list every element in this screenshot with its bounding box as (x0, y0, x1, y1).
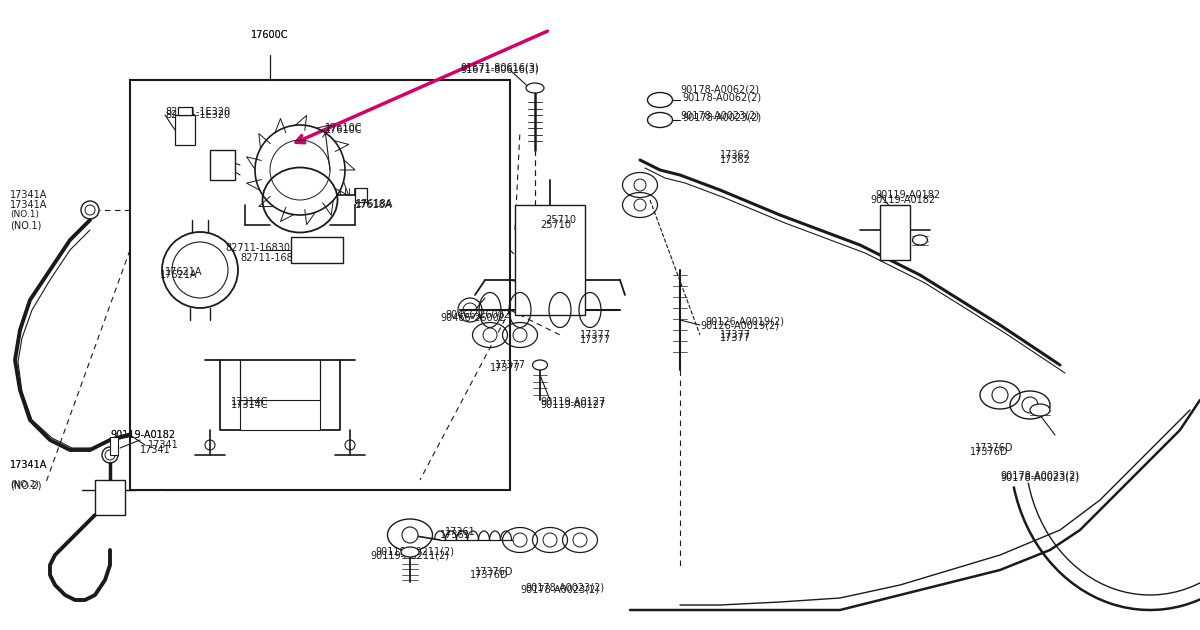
Bar (880, 205, 910, 260)
Text: 90119-A0127: 90119-A0127 (540, 400, 605, 410)
Text: 90466-26002: 90466-26002 (445, 310, 510, 320)
Text: 17314C: 17314C (232, 400, 269, 410)
Text: 90119-A0182: 90119-A0182 (110, 430, 175, 440)
Text: 90178-A0023(2): 90178-A0023(2) (526, 583, 604, 593)
Text: 17314C: 17314C (232, 397, 269, 407)
Ellipse shape (526, 83, 544, 93)
Circle shape (482, 328, 497, 342)
Circle shape (634, 199, 646, 211)
Text: 17600C: 17600C (251, 30, 289, 40)
Text: 90126-A0019(2): 90126-A0019(2) (706, 317, 784, 327)
Bar (175, 115, 194, 145)
Text: 17341: 17341 (140, 445, 170, 455)
Text: MARK: MARK (302, 246, 332, 255)
Circle shape (1022, 397, 1038, 413)
Text: (NO.2): (NO.2) (10, 481, 38, 490)
Text: 90119-A0211(2): 90119-A0211(2) (374, 547, 454, 557)
Ellipse shape (912, 235, 928, 245)
Text: 17376D: 17376D (470, 570, 509, 580)
Text: 82711-16830: 82711-16830 (240, 253, 305, 263)
Text: 90119-A0182: 90119-A0182 (110, 430, 175, 440)
Text: 17376D: 17376D (974, 443, 1014, 453)
Bar (515, 205, 586, 315)
Text: 17618A: 17618A (356, 199, 394, 209)
Text: 17341A: 17341A (10, 460, 47, 470)
Bar (95, 480, 125, 515)
FancyBboxPatch shape (292, 237, 343, 263)
Ellipse shape (401, 547, 419, 557)
Text: 25710: 25710 (540, 220, 571, 230)
Ellipse shape (1030, 404, 1050, 416)
Text: 90178-A0062(2): 90178-A0062(2) (680, 85, 760, 95)
Text: 17361: 17361 (440, 530, 470, 540)
Text: 17377: 17377 (580, 330, 611, 340)
Text: 25710: 25710 (545, 215, 576, 225)
Text: 17377: 17377 (580, 335, 611, 345)
Text: 17621A: 17621A (166, 267, 203, 277)
Text: 17361: 17361 (445, 527, 475, 537)
Circle shape (574, 533, 587, 547)
Text: (NO.1): (NO.1) (10, 220, 41, 230)
Text: 90119-A0127: 90119-A0127 (540, 397, 605, 407)
Text: 17377: 17377 (490, 363, 521, 373)
Text: 17341A: 17341A (10, 200, 47, 210)
Text: 17341: 17341 (148, 440, 179, 450)
Circle shape (402, 527, 418, 543)
Ellipse shape (533, 360, 547, 370)
Bar (110, 437, 118, 455)
Text: 82711-1E320: 82711-1E320 (166, 110, 230, 120)
Text: 90178-A0062(2): 90178-A0062(2) (682, 93, 761, 103)
Text: 17377: 17377 (720, 330, 751, 340)
Ellipse shape (648, 93, 672, 108)
Text: 17341A: 17341A (10, 460, 47, 470)
Text: 90178-A0023(2): 90178-A0023(2) (1000, 470, 1079, 480)
Bar (178, 107, 192, 115)
Text: 17610C: 17610C (325, 123, 362, 133)
Text: 17376D: 17376D (970, 447, 1008, 457)
Text: 17377: 17377 (496, 360, 526, 370)
Text: 17618A: 17618A (355, 200, 392, 210)
Text: 90126-A0019(2): 90126-A0019(2) (700, 320, 779, 330)
Circle shape (514, 533, 527, 547)
Text: 17600C: 17600C (251, 30, 289, 40)
Circle shape (514, 328, 527, 342)
Bar (355, 188, 367, 202)
Text: 91671-80616(3): 91671-80616(3) (460, 63, 539, 73)
Bar (130, 80, 510, 490)
Text: 90178-A0023(2): 90178-A0023(2) (680, 110, 760, 120)
Text: 17621A: 17621A (160, 270, 198, 280)
Text: 90119-A0211(2): 90119-A0211(2) (370, 550, 449, 560)
Text: 17610C: 17610C (325, 125, 362, 135)
Text: 90178-A0023(2): 90178-A0023(2) (520, 585, 599, 595)
Ellipse shape (648, 113, 672, 127)
Text: 17341A: 17341A (10, 190, 47, 200)
Circle shape (542, 533, 557, 547)
Text: 17362: 17362 (720, 150, 751, 160)
Text: 82711-16830: 82711-16830 (226, 243, 290, 253)
Text: (NO.2): (NO.2) (10, 480, 42, 490)
Text: 90178-A0023(2): 90178-A0023(2) (682, 113, 761, 123)
Circle shape (634, 179, 646, 191)
Text: (NO.1): (NO.1) (10, 210, 38, 219)
Text: 90178-A0023(2): 90178-A0023(2) (1000, 473, 1079, 483)
Text: 90119-A0182: 90119-A0182 (875, 190, 940, 200)
Text: 90466-26002: 90466-26002 (440, 313, 505, 323)
Bar (210, 150, 235, 180)
Text: 17377: 17377 (720, 333, 751, 343)
Circle shape (992, 387, 1008, 403)
Bar (240, 400, 320, 430)
Text: 91671-80616(3): 91671-80616(3) (460, 65, 539, 75)
Text: 82711-1E320: 82711-1E320 (166, 107, 230, 117)
Text: 90119-A0182: 90119-A0182 (870, 195, 935, 205)
Text: 17376D: 17376D (475, 567, 514, 577)
Text: 17362: 17362 (720, 155, 751, 165)
